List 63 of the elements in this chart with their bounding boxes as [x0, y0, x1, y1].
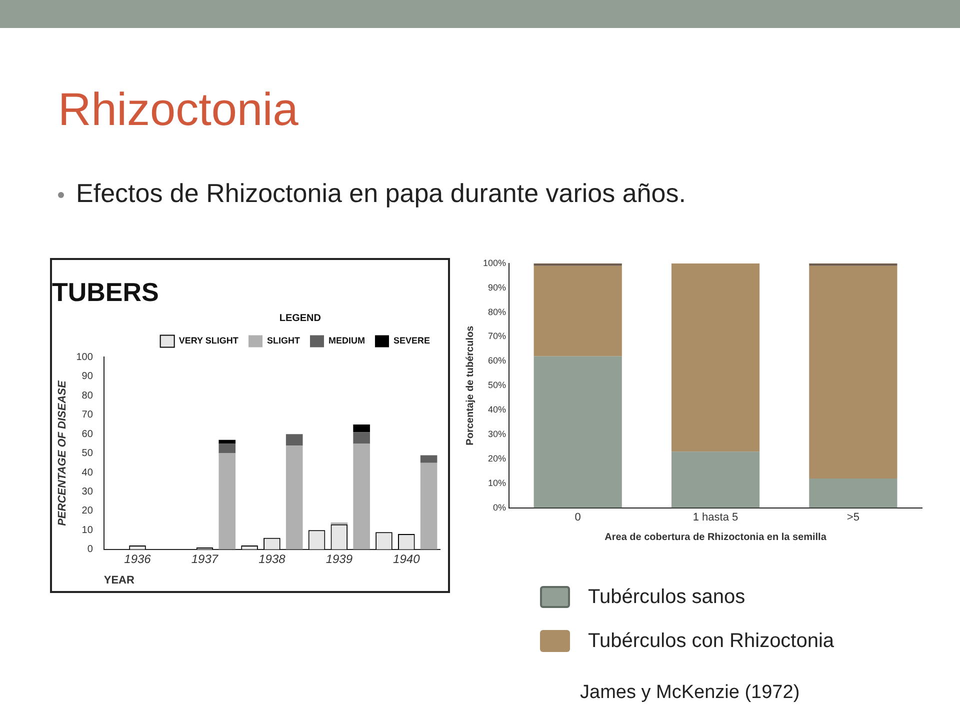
chart-title: Rhizoctonia	[58, 82, 298, 136]
bar	[420, 462, 438, 550]
y-tick-label: 100%	[482, 258, 506, 268]
x-tick-label: 1 hasta 5	[692, 511, 738, 524]
chart-subtitle: Efectos de Rhizoctonia en papa durante varios años.	[76, 178, 686, 208]
x-axis-title: YEAR	[104, 574, 134, 586]
y-tick-label: 80%	[488, 306, 506, 317]
bar	[353, 432, 370, 444]
bar	[809, 263, 898, 266]
y-tick-label: 60%	[488, 356, 506, 366]
y-tick-label: 40%	[488, 404, 506, 415]
y-tick-label: 50%	[488, 380, 506, 390]
chart-title: TUBERS	[52, 276, 159, 307]
x-tick-label: 1939	[326, 552, 353, 566]
bar	[420, 455, 438, 463]
y-axis-title: Porcentaje de tubérculos	[464, 325, 476, 446]
bar	[353, 424, 370, 432]
bar	[809, 266, 898, 478]
y-tick-label: 0	[87, 544, 94, 556]
x-tick-label: 1938	[258, 552, 286, 566]
legend-label: Tubérculos sanos	[588, 586, 746, 608]
y-tick-label: 10%	[488, 478, 506, 488]
x-tick-label: >5	[846, 511, 860, 524]
y-tick-label: 60	[82, 428, 94, 440]
x-tick-label: 1940	[393, 552, 420, 566]
legend-label: SLIGHT	[266, 336, 300, 346]
y-tick-label: 10	[82, 524, 94, 536]
bar	[218, 444, 236, 454]
legend-title: LEGEND	[279, 312, 321, 324]
bar	[353, 444, 370, 550]
bar	[218, 453, 236, 550]
x-tick-label: 0	[574, 511, 581, 524]
legend-label: VERY SLIGHT	[178, 336, 239, 346]
y-tick-label: 90%	[488, 282, 506, 292]
x-tick-label: 1936	[124, 552, 152, 566]
y-tick-label: 20	[82, 506, 94, 517]
y-tick-label: 80	[82, 390, 94, 402]
bar	[534, 356, 622, 508]
legend-label: SEVERE	[393, 336, 430, 346]
y-tick-label: 30	[82, 486, 94, 498]
x-axis-title: Area de cobertura de Rhizoctonia en la semilla	[604, 532, 827, 543]
y-tick-label: 0%	[493, 502, 506, 512]
y-tick-label: 100	[76, 352, 94, 363]
y-tick-label: 90	[82, 371, 94, 382]
bar	[534, 266, 622, 356]
bar	[534, 263, 622, 266]
y-tick-label: 70	[82, 410, 94, 421]
y-tick-label: 40	[82, 467, 94, 478]
text: James y McKenzie (1972)	[580, 682, 800, 704]
y-tick-label: 20%	[488, 453, 506, 464]
y-axis-title: PERCENTAGE OF DISEASE	[56, 380, 69, 526]
y-tick-label: 30%	[488, 428, 506, 439]
bar	[671, 263, 760, 452]
y-tick-label: 70%	[488, 331, 506, 342]
legend-label: MEDIUM	[328, 336, 365, 346]
bar	[671, 452, 760, 508]
bar	[218, 440, 236, 444]
bar	[286, 446, 303, 550]
bar	[809, 478, 898, 508]
x-tick-label: 1937	[191, 552, 220, 566]
legend-label: Tubérculos con Rhizoctonia	[588, 630, 834, 652]
bar	[286, 434, 303, 446]
y-tick-label: 50	[82, 448, 94, 460]
